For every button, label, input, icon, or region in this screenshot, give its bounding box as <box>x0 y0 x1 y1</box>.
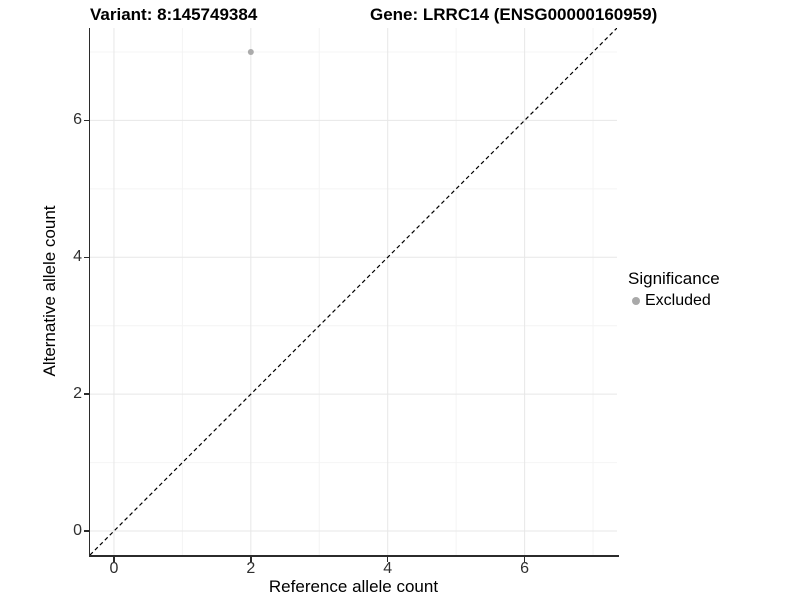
y-tick-label: 0 <box>73 522 82 540</box>
y-tick-mark <box>83 530 89 532</box>
x-tick-label: 2 <box>246 560 256 577</box>
x-tick-mark <box>386 556 389 562</box>
y-axis-title: Alternative allele count <box>40 205 59 377</box>
y-tick-mark <box>83 393 89 395</box>
plot-title-variant: Variant: 8:145749384 <box>90 5 258 24</box>
plot-canvas <box>89 27 618 556</box>
y-axis-line <box>88 28 90 557</box>
legend-item-label: Excluded <box>645 292 711 309</box>
y-tick-mark <box>83 119 89 122</box>
x-axis-line <box>88 555 619 557</box>
plot-panel <box>89 27 618 556</box>
x-tick-mark <box>523 556 526 562</box>
x-tick-label: 0 <box>109 560 119 577</box>
excluded-point-icon <box>632 296 640 305</box>
legend-title: Significance <box>628 269 720 288</box>
x-tick-mark <box>250 556 252 562</box>
x-tick-label: 6 <box>520 560 530 577</box>
x-tick-label: 4 <box>383 560 393 577</box>
y-tick-mark <box>83 256 89 259</box>
legend-key <box>628 293 645 310</box>
x-axis-title: Reference allele count <box>268 577 439 596</box>
y-tick-label: 2 <box>73 385 82 403</box>
plot-title-gene: Gene: LRRC14 (ENSG00000160959) <box>370 5 658 24</box>
legend-item-excluded: Excluded <box>628 292 720 310</box>
legend: Significance Excluded <box>628 269 720 310</box>
y-tick-label: 6 <box>73 111 82 129</box>
x-tick-mark <box>113 556 115 562</box>
y-tick-label: 4 <box>73 248 82 266</box>
